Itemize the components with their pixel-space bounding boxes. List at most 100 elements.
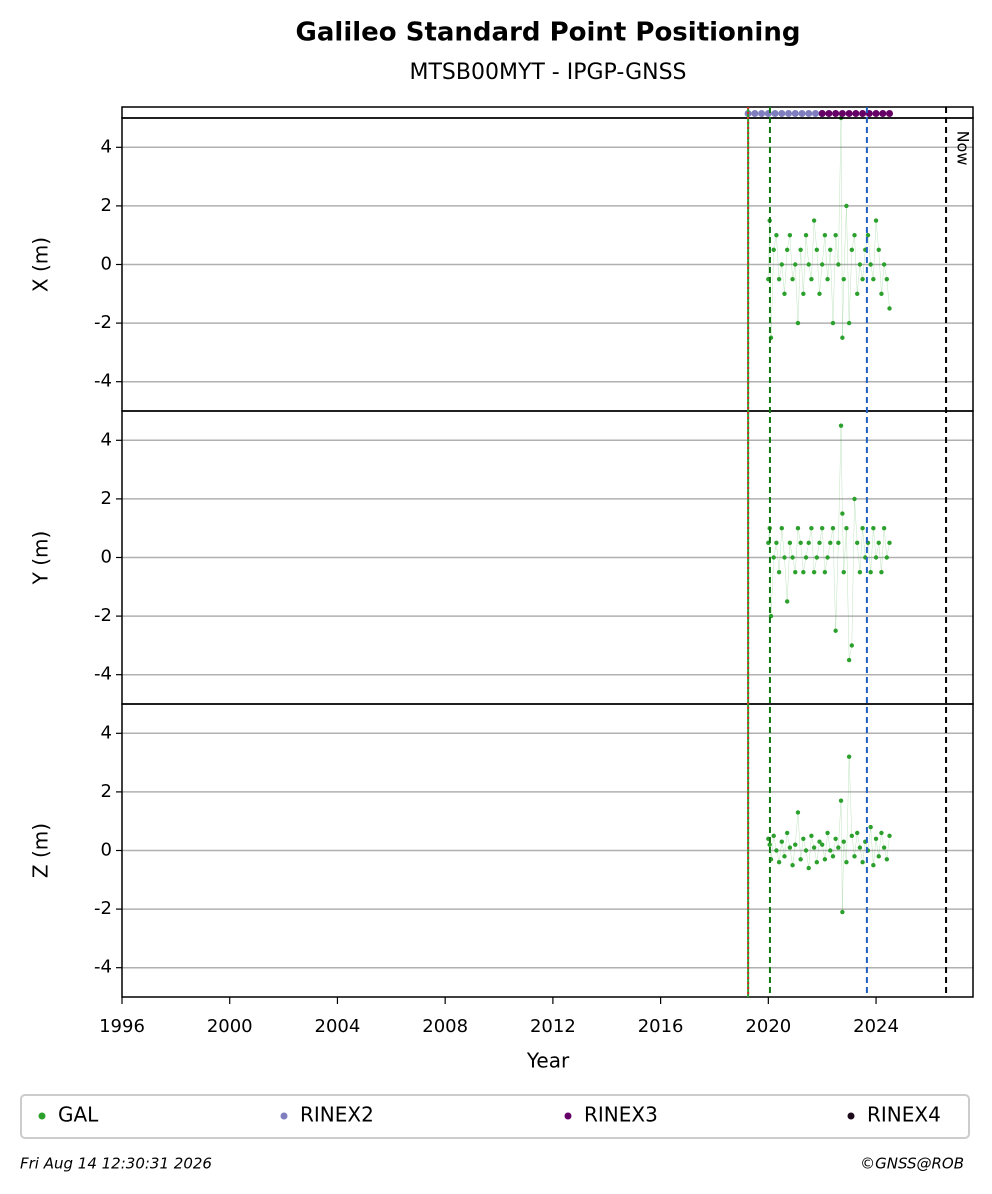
gal-point [876,540,881,546]
gal-point [873,555,879,560]
gal-point [840,511,845,516]
legend-label: RINEX2 [300,1103,374,1127]
gal-point [844,203,849,209]
y-axis-label: Z (m) [29,823,53,878]
gal-point [846,754,852,759]
y-tick-label: 0 [101,547,112,568]
rinex-point [758,110,766,117]
y-tick-label: -2 [94,605,112,626]
gal-point [836,262,841,267]
x-tick-label: 2020 [745,1016,791,1037]
y-tick-label: -2 [94,898,112,919]
rinex-point [872,110,880,117]
gal-point [876,854,881,859]
rinex-point [798,110,806,117]
gal-point [779,526,784,531]
gal-point [857,845,863,850]
gal-point [822,857,828,862]
gal-point [809,526,814,531]
gal-point [857,262,863,267]
gal-point [819,262,825,267]
gal-point [803,555,809,560]
gal-point [887,306,892,311]
gal-point [828,247,833,253]
x-tick-label: 2016 [638,1016,684,1037]
gal-point [809,833,814,839]
panel-frame [121,703,974,998]
gal-point [790,276,795,282]
gal-point [871,526,876,531]
gal-point [798,247,803,253]
gal-point [774,233,779,238]
gal-point [819,842,825,847]
y-tick-label: 2 [101,488,112,509]
rinex-point [859,110,867,117]
rinex-point [811,110,819,117]
gal-point [803,848,809,853]
y-tick-label: -4 [94,664,112,685]
gal-point [776,569,782,575]
legend-label: GAL [58,1103,99,1127]
gal-point [828,540,833,546]
gal-point [793,842,798,847]
gal-point [814,247,820,253]
legend-box [20,1094,970,1139]
gal-point [860,860,865,865]
gal-point [806,865,811,871]
gal-point [884,857,890,862]
gal-point [779,262,784,267]
gal-point [814,555,820,560]
legend-marker [280,1112,288,1120]
gal-point [809,276,814,282]
gal-point [881,262,887,267]
gal-point [857,569,863,575]
gal-point [871,862,876,868]
gal-point [852,496,857,502]
gal-point [784,247,790,253]
y-tick-label: -2 [94,312,112,333]
gal-trace [768,756,890,913]
gal-point [836,540,841,546]
y-axis-label: X (m) [29,237,53,292]
gal-point [817,540,822,546]
y-tick-label: 4 [101,722,112,743]
gal-point [841,839,846,844]
x-tick-label: 2024 [853,1016,899,1037]
y-axis-label: Y (m) [29,531,53,586]
gal-point [881,526,887,531]
gal-point [868,569,873,575]
rinex-point [751,110,759,117]
y-tick-label: 0 [101,254,112,275]
gal-point [879,569,884,575]
gal-point [814,860,820,865]
gal-point [782,291,787,296]
y-tick-label: 4 [101,136,112,157]
x-tick-label: 2008 [422,1016,468,1037]
gal-point [793,569,798,575]
gal-trace [768,425,890,661]
gal-point [767,842,772,847]
rinex-point [838,110,846,117]
y-tick-label: -4 [94,371,112,392]
gal-point [830,526,836,531]
gal-point [776,276,782,282]
gal-point [790,862,795,868]
gal-point [795,810,801,815]
gal-point [811,218,817,223]
x-tick-label: 2012 [530,1016,576,1037]
legend-marker [847,1112,855,1120]
legend-marker [564,1112,572,1120]
gal-point [774,848,779,853]
y-tick-label: 4 [101,429,112,450]
gal-point [817,291,822,296]
gal-point [846,320,852,326]
legend-label: RINEX3 [584,1103,658,1127]
gal-point [811,569,817,575]
gal-point [846,657,852,663]
gal-trace [768,117,890,338]
footer-right: ©GNSS@ROB [860,1155,964,1173]
gal-point [784,599,790,604]
gal-point [793,262,798,267]
gal-point [822,569,828,575]
gal-point [884,276,890,282]
